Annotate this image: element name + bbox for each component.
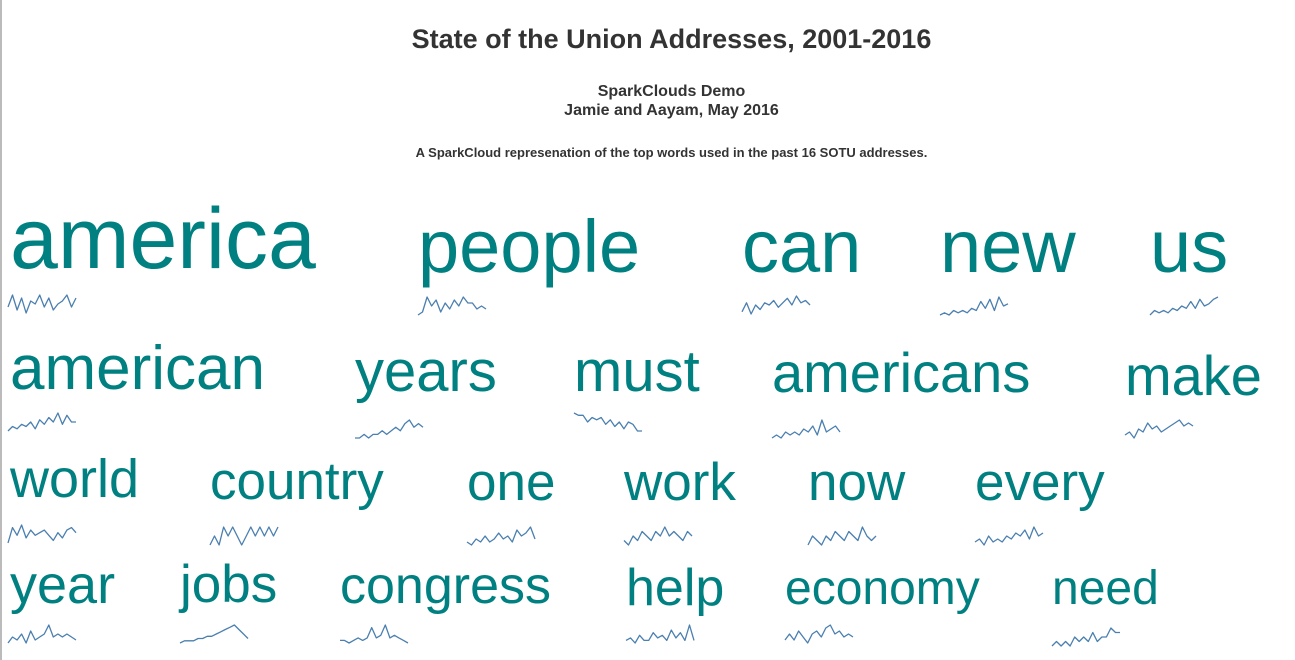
sparkline-make (1124, 419, 1194, 439)
sparkline-americans (771, 419, 841, 439)
sparkline-line-need (1051, 627, 1120, 647)
subtitle-line-2: Jamie and Aayam, May 2016 (564, 102, 779, 119)
word-can: can (742, 205, 862, 288)
sparkline-can (741, 295, 811, 315)
subtitle-line-1: SparkClouds Demo (597, 83, 746, 100)
sparkline-line-year (7, 624, 77, 644)
sparkline-need (1051, 627, 1120, 647)
page-title: State of the Union Addresses, 2001-2016 (411, 24, 932, 54)
sparkline-line-congress (340, 624, 409, 644)
word-make: make (1125, 344, 1262, 407)
sparkline-now (807, 526, 877, 546)
sparkline-year (7, 624, 77, 644)
subtitle: SparkClouds Demo Jamie and Aayam, May 20… (0, 82, 1295, 120)
word-economy: economy (785, 562, 980, 615)
sparkline-line-work (623, 526, 693, 546)
sparkline-help (625, 624, 695, 644)
word-years: years (355, 339, 497, 404)
word-must: must (574, 339, 700, 404)
word-us: us (1150, 205, 1229, 288)
sparkline-line-one (466, 526, 536, 546)
word-americans: americans (772, 341, 1031, 404)
sparkline-america (7, 294, 77, 314)
sparkline-line-americans (771, 419, 841, 439)
sparkline-line-must (573, 412, 642, 432)
sparkline-every (974, 526, 1044, 546)
sparkline-line-country (209, 526, 279, 546)
sparkline-line-help (625, 624, 695, 644)
sparkline-line-economy (784, 624, 854, 644)
sparkline-line-years (355, 419, 424, 439)
word-need: need (1052, 562, 1159, 615)
word-world: world (10, 449, 140, 509)
sparkline-congress (340, 624, 409, 644)
word-now: now (808, 453, 906, 512)
sparkline-country (209, 526, 279, 546)
word-people: people (418, 205, 641, 288)
sparkline-years (355, 419, 424, 439)
sparkline-line-american (7, 412, 76, 432)
word-jobs: jobs (180, 555, 278, 614)
sparkline-world (7, 524, 77, 544)
sparkline-must (573, 412, 642, 432)
word-work: work (624, 453, 736, 512)
word-year: year (10, 555, 116, 615)
description: A SparkCloud represenation of the top wo… (415, 145, 928, 160)
sparkline-us (1149, 296, 1219, 316)
sparkline-one (466, 526, 536, 546)
sparkline-new (939, 296, 1009, 316)
sparkline-economy (784, 624, 854, 644)
sparkline-line-people (417, 296, 487, 316)
sparkline-american (7, 412, 76, 432)
word-one: one (467, 453, 556, 512)
word-america: america (10, 191, 316, 287)
sparkline-line-us (1149, 296, 1219, 316)
word-every: every (975, 453, 1105, 512)
word-new: new (940, 205, 1076, 288)
sparkline-people (417, 296, 487, 316)
word-congress: congress (340, 557, 551, 615)
sparkline-line-every (974, 526, 1044, 546)
sparkline-line-now (807, 526, 877, 546)
sparkline-line-make (1124, 419, 1194, 439)
sparkline-line-america (7, 294, 77, 314)
sparkline-line-new (939, 296, 1009, 316)
sparkline-line-world (7, 524, 77, 544)
sparkline-work (623, 526, 693, 546)
word-country: country (210, 452, 384, 511)
sparkline-line-can (741, 295, 811, 315)
left-edge-rule (0, 0, 2, 660)
word-help: help (626, 559, 725, 617)
sparkline-line-jobs (179, 624, 249, 644)
sparkline-jobs (179, 624, 249, 644)
word-american: american (10, 334, 265, 403)
